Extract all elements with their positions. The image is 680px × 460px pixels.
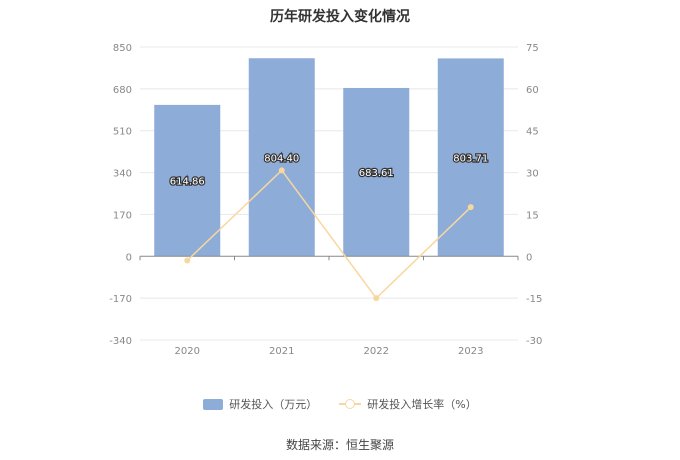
right-y-axis: -30 -15 0 15 30 45 60 75	[526, 43, 542, 347]
left-tick-label: -170	[109, 294, 132, 305]
x-axis	[139, 255, 519, 261]
legend: 研发投入（万元） 研发投入增长率（%）	[0, 396, 680, 412]
growth-line	[186, 169, 472, 300]
left-tick-label: 0	[126, 252, 132, 263]
left-tick-label: 510	[113, 127, 132, 138]
line-point	[373, 295, 380, 302]
line-point	[278, 167, 285, 174]
right-tick-label: 75	[526, 43, 539, 54]
bar-data-label: 683.61	[359, 168, 394, 179]
left-tick-label: 850	[113, 43, 132, 54]
right-tick-label: -15	[526, 294, 542, 305]
left-tick-label: 170	[113, 210, 132, 221]
legend-bar-label: 研发投入（万元）	[229, 398, 318, 411]
left-y-axis: -340 -170 0 170 340 510 680 850	[109, 43, 132, 347]
legend-item-bar[interactable]: 研发投入（万元）	[203, 396, 317, 412]
bar-data-labels: 614.86 804.40 683.61 803.71	[169, 152, 490, 189]
legend-line-label: 研发投入增长率（%）	[367, 398, 477, 411]
x-tick-label: 2022	[364, 346, 389, 357]
left-tick-label: 340	[113, 169, 132, 180]
line-point	[184, 257, 191, 264]
bar	[343, 87, 410, 257]
data-source: 数据来源：恒生聚源	[285, 438, 394, 452]
bar-data-label: 803.71	[453, 153, 488, 164]
right-tick-label: 0	[526, 252, 532, 263]
line-point	[467, 204, 474, 211]
bar-series	[154, 58, 504, 257]
x-tick-label: 2023	[458, 346, 483, 357]
x-tick-label: 2020	[175, 346, 200, 357]
bar	[437, 58, 504, 257]
legend-line-swatch	[339, 398, 362, 410]
bar	[248, 58, 315, 257]
left-tick-label: -340	[109, 336, 132, 347]
line-series	[184, 167, 474, 302]
left-tick-label: 680	[113, 85, 132, 96]
legend-item-line[interactable]: 研发投入增长率（%）	[339, 396, 477, 412]
right-tick-label: 30	[526, 169, 539, 180]
right-tick-label: 15	[526, 210, 539, 221]
right-tick-label: -30	[526, 336, 542, 347]
bar-data-label: 804.40	[264, 153, 299, 164]
legend-bar-swatch	[203, 398, 224, 410]
bar	[154, 104, 221, 257]
right-tick-label: 45	[526, 127, 539, 138]
x-axis-ticks: 2020 2021 2022 2023	[175, 346, 484, 357]
chart-title: 历年研发投入变化情况	[270, 9, 410, 25]
bar-data-label: 614.86	[170, 177, 205, 188]
right-tick-label: 60	[526, 85, 539, 96]
x-tick-label: 2021	[269, 346, 294, 357]
